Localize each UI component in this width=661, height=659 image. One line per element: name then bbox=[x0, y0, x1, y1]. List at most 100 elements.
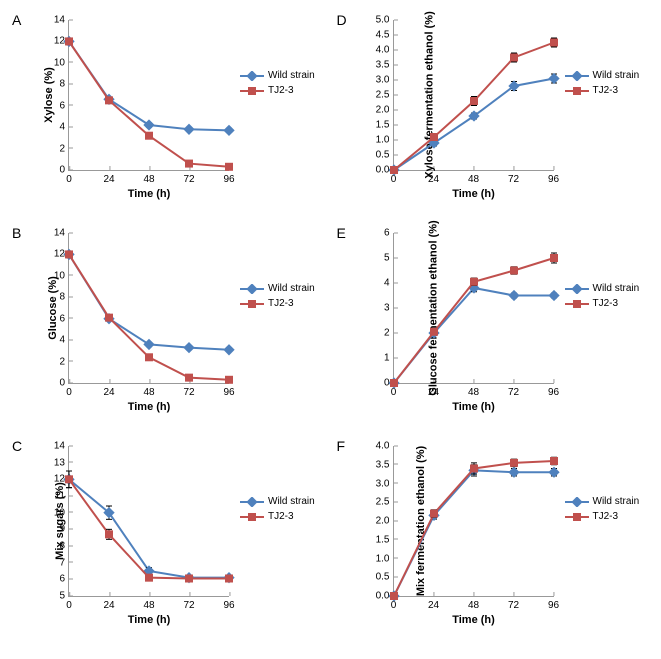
legend: Wild strainTJ2-3 bbox=[565, 70, 640, 100]
legend-item-wild: Wild strain bbox=[565, 283, 640, 294]
x-tick: 24 bbox=[103, 170, 114, 185]
x-tick: 96 bbox=[548, 383, 559, 398]
panel-F: F0.00.51.01.52.02.53.03.54.0024487296Mix… bbox=[335, 436, 652, 641]
x-tick: 0 bbox=[66, 596, 72, 611]
x-axis-label: Time (h) bbox=[452, 614, 495, 626]
y-tick: 14 bbox=[54, 441, 69, 452]
x-tick: 48 bbox=[143, 596, 154, 611]
y-tick: 10 bbox=[54, 57, 69, 68]
y-tick: 1.5 bbox=[376, 120, 394, 131]
diamond-marker-icon bbox=[247, 284, 257, 294]
diamond-marker-icon bbox=[247, 497, 257, 507]
panel-B: B 02468101214024487296Glucose (%)Time (h)… bbox=[10, 223, 327, 428]
y-tick: 13 bbox=[54, 457, 69, 468]
legend-label: Wild strain bbox=[593, 283, 640, 294]
x-axis-label: Time (h) bbox=[128, 401, 171, 413]
y-tick: 4 bbox=[59, 122, 69, 133]
x-axis-label: Time (h) bbox=[128, 188, 171, 200]
y-tick: 14 bbox=[54, 228, 69, 239]
x-axis-label: Time (h) bbox=[452, 188, 495, 200]
y-axis-label: Glucose (%) bbox=[47, 276, 59, 340]
legend-item-tj23: TJ2-3 bbox=[240, 298, 315, 309]
chart-svg bbox=[69, 20, 229, 170]
y-tick: 1.0 bbox=[376, 135, 394, 146]
y-tick: 5.0 bbox=[376, 15, 394, 26]
y-tick: 0.5 bbox=[376, 572, 394, 583]
panel-label: B bbox=[12, 225, 21, 241]
y-tick: 8 bbox=[59, 292, 69, 303]
y-tick: 1 bbox=[384, 353, 394, 364]
x-axis-label: Time (h) bbox=[452, 401, 495, 413]
legend-line bbox=[565, 90, 589, 92]
panel-E: E0123456024487296Glucose fermentation et… bbox=[335, 223, 652, 428]
legend-item-wild: Wild strain bbox=[240, 70, 315, 81]
diamond-marker-icon bbox=[572, 284, 582, 294]
y-tick: 2.5 bbox=[376, 90, 394, 101]
legend-item-tj23: TJ2-3 bbox=[565, 511, 640, 522]
legend-label: TJ2-3 bbox=[268, 298, 294, 309]
x-tick: 72 bbox=[508, 383, 519, 398]
y-axis-label: Mix sugars (%) bbox=[54, 482, 66, 560]
legend-item-tj23: TJ2-3 bbox=[565, 298, 640, 309]
chart-svg bbox=[69, 233, 229, 383]
y-tick: 3.0 bbox=[376, 478, 394, 489]
legend-line bbox=[240, 90, 264, 92]
panel-label: D bbox=[337, 12, 347, 28]
chart-svg bbox=[394, 233, 554, 383]
legend-line bbox=[240, 288, 264, 290]
x-tick: 24 bbox=[103, 383, 114, 398]
y-tick: 2 bbox=[384, 328, 394, 339]
plot-area: 0123456024487296Glucose fermentation eth… bbox=[393, 233, 554, 384]
y-tick: 2.0 bbox=[376, 105, 394, 116]
x-tick: 0 bbox=[66, 383, 72, 398]
legend-label: TJ2-3 bbox=[593, 85, 619, 96]
legend-line bbox=[565, 516, 589, 518]
square-marker-icon bbox=[247, 299, 257, 309]
y-tick: 3.5 bbox=[376, 60, 394, 71]
square-marker-icon bbox=[247, 512, 257, 522]
y-tick: 0.5 bbox=[376, 150, 394, 161]
legend-item-wild: Wild strain bbox=[240, 496, 315, 507]
y-tick: 6 bbox=[59, 313, 69, 324]
y-tick: 5 bbox=[384, 253, 394, 264]
legend-line bbox=[240, 501, 264, 503]
legend-label: TJ2-3 bbox=[593, 511, 619, 522]
panel-D: D 0.00.51.01.52.02.53.03.54.04.55.0024487… bbox=[335, 10, 652, 215]
legend-label: Wild strain bbox=[593, 496, 640, 507]
plot-area: 0.00.51.01.52.02.53.03.54.04.55.00244872… bbox=[393, 20, 554, 171]
y-tick: 4.5 bbox=[376, 30, 394, 41]
y-tick: 8 bbox=[59, 79, 69, 90]
legend-line bbox=[240, 303, 264, 305]
x-tick: 72 bbox=[183, 596, 194, 611]
x-tick: 72 bbox=[508, 596, 519, 611]
y-tick: 14 bbox=[54, 15, 69, 26]
legend: Wild strain TJ2-3 bbox=[240, 70, 315, 100]
y-tick: 2.5 bbox=[376, 497, 394, 508]
x-tick: 96 bbox=[223, 170, 234, 185]
y-tick: 2 bbox=[59, 356, 69, 367]
legend-label: Wild strain bbox=[268, 283, 315, 294]
legend-item-tj23: TJ2-3 bbox=[240, 511, 315, 522]
panel-A: A02468101214024487296Xylose (%)Time (h)W… bbox=[10, 10, 327, 215]
legend: Wild strain TJ2-3 bbox=[565, 496, 640, 526]
y-tick: 4 bbox=[59, 335, 69, 346]
y-tick: 3.0 bbox=[376, 75, 394, 86]
diamond-marker-icon bbox=[572, 497, 582, 507]
x-tick: 48 bbox=[143, 383, 154, 398]
legend-line bbox=[240, 75, 264, 77]
panel-label: C bbox=[12, 438, 22, 454]
legend-line bbox=[240, 516, 264, 518]
legend: Wild strain TJ2-3 bbox=[240, 496, 315, 526]
legend-item-tj23: TJ2-3 bbox=[565, 85, 640, 96]
plot-area: 02468101214024487296Xylose (%)Time (h) bbox=[68, 20, 229, 171]
chart-svg bbox=[69, 446, 229, 596]
plot-area: 02468101214024487296Glucose (%)Time (h) bbox=[68, 233, 229, 384]
legend-item-tj23: TJ2-3 bbox=[240, 85, 315, 96]
chart-svg bbox=[394, 446, 554, 596]
y-tick: 4 bbox=[384, 278, 394, 289]
x-tick: 48 bbox=[468, 170, 479, 185]
square-marker-icon bbox=[247, 86, 257, 96]
legend-line bbox=[565, 75, 589, 77]
y-tick: 2.0 bbox=[376, 516, 394, 527]
y-tick: 3 bbox=[384, 303, 394, 314]
